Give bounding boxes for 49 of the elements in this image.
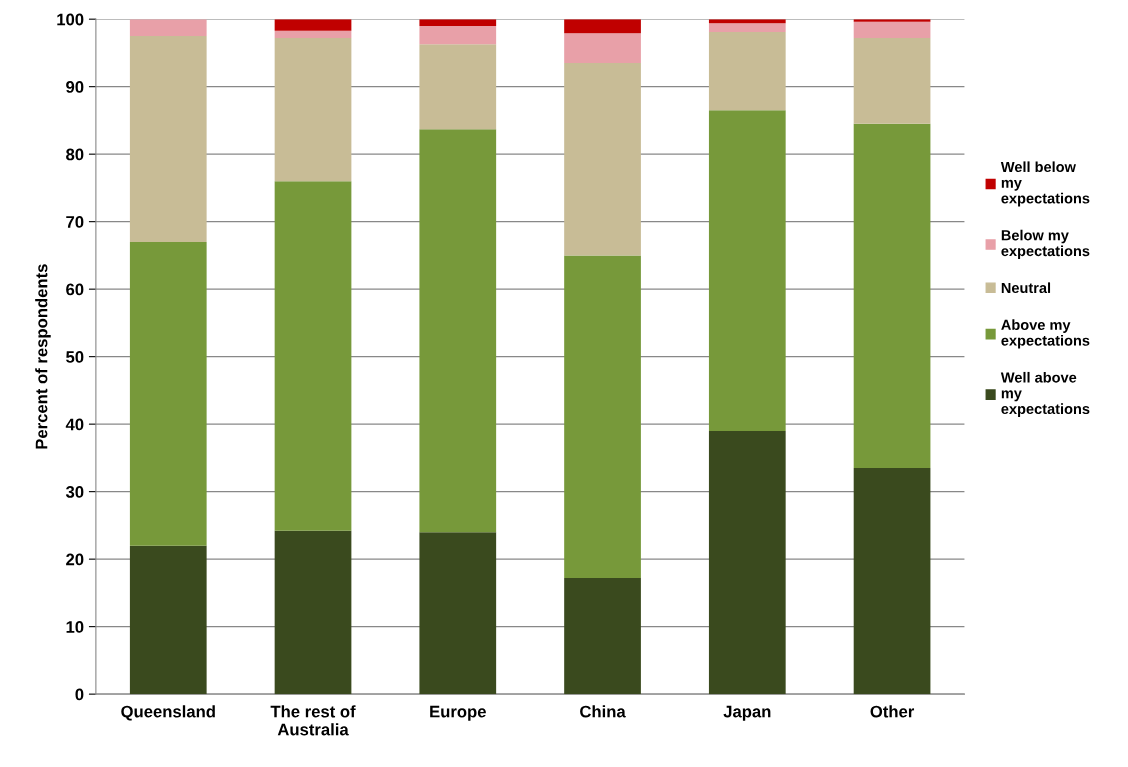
legend-label: Above my expectations [1001,319,1090,349]
bar [853,21,931,39]
bar [419,44,497,130]
x-tick-label: Other [870,705,915,718]
x-tick-label: China [580,705,626,718]
bar [564,19,641,34]
bar [708,32,786,111]
bar [564,578,641,695]
bar [708,430,786,695]
y-tick-label: 20 [66,553,84,566]
bar [274,38,352,182]
bar [853,123,931,469]
bar [564,255,641,579]
bar [708,110,786,431]
y-tick-label: 100 [57,13,84,26]
y-tick-label: 30 [65,486,84,498]
legend-label: Well above my expectations [1000,371,1090,417]
legend-label: Below my expectations [1001,229,1090,260]
y-tick-label: 40 [65,418,84,431]
bar [564,63,641,256]
x-tick-label: The rest of Australia [270,705,356,736]
bar [419,532,497,695]
x-tick-label: Japan [723,705,771,721]
y-tick-label: 90 [66,81,84,93]
bar [274,19,352,31]
y-tick-label: 70 [66,216,84,228]
bar [129,36,207,242]
bar [853,468,931,695]
bar [274,530,352,695]
legend-label: Well below my expectations [1000,161,1090,207]
y-tick-label: 0 [75,688,84,701]
y-tick-label: 50 [66,351,84,363]
bar [708,23,786,32]
bar [274,30,352,39]
bar [129,19,207,37]
x-tick-label: Europe [430,705,486,721]
y-tick-label: 60 [66,283,84,296]
legend-label: Neutral [1001,282,1051,294]
bar [274,181,352,531]
bar [419,25,497,45]
bar [853,38,931,124]
bar [129,545,207,695]
y-axis-title: Percent of respondents [35,264,51,449]
x-tick-label: Queensland [121,705,215,721]
y-tick-label: 10 [66,621,84,633]
bar [129,241,207,546]
bar [564,33,641,64]
bar [419,129,497,533]
y-tick-label: 80 [66,148,84,161]
